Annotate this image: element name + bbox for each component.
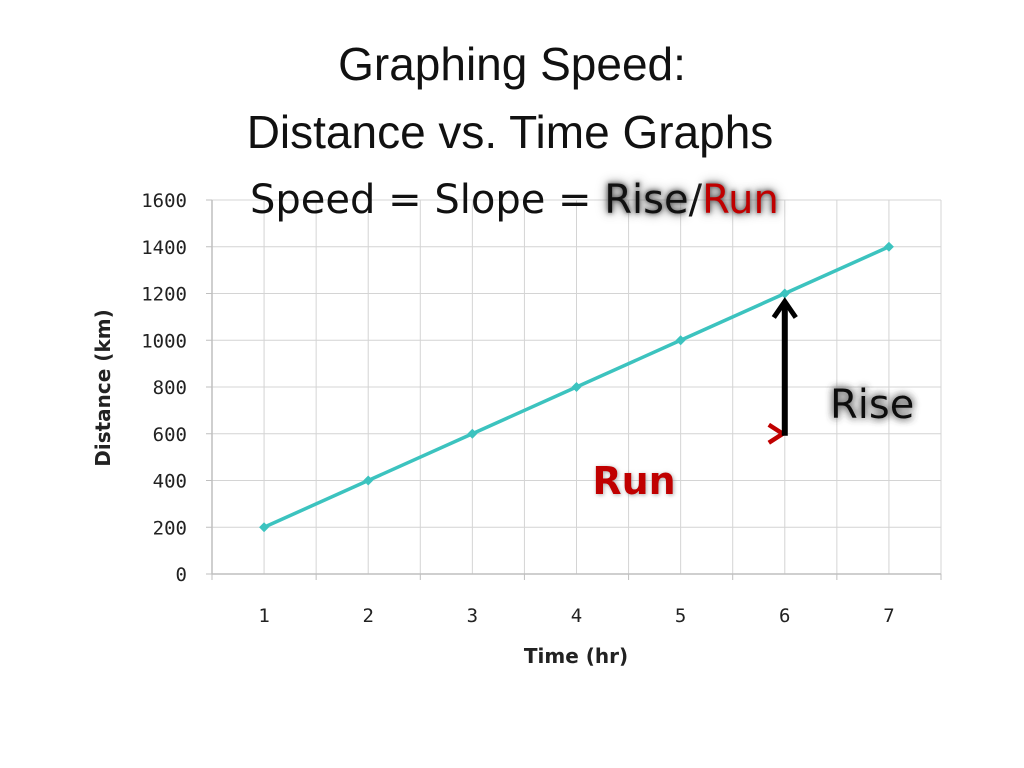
x-tick-label: 1 bbox=[258, 605, 269, 627]
y-tick-label: 600 bbox=[153, 424, 187, 446]
slide-title-line-1: Graphing Speed: bbox=[338, 38, 686, 90]
y-tick-label: 200 bbox=[153, 517, 187, 539]
y-tick-label: 1000 bbox=[141, 330, 187, 352]
y-tick-label: 0 bbox=[176, 564, 187, 586]
formula-run-word: Run bbox=[702, 177, 779, 223]
x-tick-label: 6 bbox=[779, 605, 790, 627]
rise-label: Rise bbox=[830, 382, 914, 428]
formula-rise-word: Rise bbox=[604, 177, 689, 223]
y-tick-label: 1200 bbox=[141, 284, 187, 306]
data-point bbox=[779, 288, 790, 299]
data-point bbox=[259, 522, 270, 533]
chart-grid bbox=[211, 199, 942, 574]
chart-tick-labels: 0 200 400 600 800 1000 1200 1400 1600 1 2 3 4 5 6 7 bbox=[141, 190, 894, 627]
slide-title-line-2: Distance vs. Time Graphs bbox=[246, 106, 774, 158]
chart-annotations: Rise Run bbox=[472, 297, 914, 503]
x-tick-label: 4 bbox=[571, 605, 582, 627]
x-tick-label: 5 bbox=[675, 605, 686, 627]
x-tick-label: 7 bbox=[883, 605, 894, 627]
y-axis-title: Distance (km) bbox=[91, 309, 115, 466]
chart-series bbox=[259, 241, 894, 533]
data-point bbox=[571, 382, 582, 392]
run-label: Run bbox=[592, 459, 675, 503]
y-tick-label: 400 bbox=[153, 471, 187, 493]
slope-formula: Speed = Slope = Rise/Run bbox=[250, 172, 779, 228]
data-point bbox=[363, 475, 374, 486]
data-point bbox=[675, 335, 686, 346]
rise-arrow-head bbox=[771, 297, 798, 319]
formula-prefix: Speed = Slope = bbox=[250, 177, 605, 223]
x-tick-label: 3 bbox=[467, 605, 478, 627]
y-tick-label: 800 bbox=[153, 377, 187, 399]
x-tick-label: 2 bbox=[362, 605, 373, 627]
chart-axes bbox=[206, 199, 942, 580]
y-tick-label: 1600 bbox=[141, 190, 187, 212]
x-axis-title: Time (hr) bbox=[524, 644, 628, 668]
data-point bbox=[883, 241, 894, 252]
y-tick-label: 1400 bbox=[141, 237, 187, 259]
formula-slash: / bbox=[688, 177, 703, 223]
